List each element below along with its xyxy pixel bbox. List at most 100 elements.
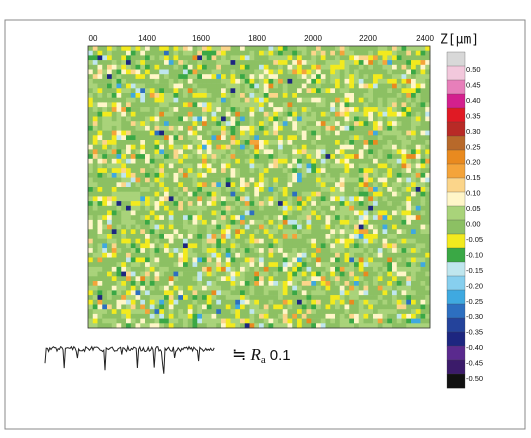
surface-cell bbox=[282, 46, 288, 51]
surface-cell bbox=[344, 149, 350, 155]
surface-cell bbox=[344, 196, 350, 202]
surface-cell bbox=[368, 276, 374, 282]
surface-cell bbox=[126, 295, 132, 301]
surface-cell bbox=[330, 172, 336, 178]
surface-cell bbox=[415, 276, 421, 282]
surface-cell bbox=[268, 219, 274, 225]
surface-cell bbox=[373, 299, 379, 305]
surface-cell bbox=[339, 144, 345, 150]
surface-cell bbox=[401, 177, 407, 183]
surface-cell bbox=[259, 295, 265, 301]
surface-cell bbox=[349, 83, 355, 89]
surface-cell bbox=[240, 177, 246, 183]
surface-cell bbox=[415, 55, 421, 61]
surface-cell bbox=[211, 121, 217, 127]
surface-cell bbox=[130, 88, 136, 94]
surface-cell bbox=[425, 205, 431, 211]
surface-cell bbox=[406, 196, 412, 202]
surface-cell bbox=[306, 276, 312, 282]
surface-cell bbox=[387, 172, 393, 178]
surface-cell bbox=[330, 50, 336, 56]
surface-cell bbox=[206, 125, 212, 131]
surface-cell bbox=[244, 318, 250, 324]
surface-cell bbox=[202, 102, 208, 108]
surface-cell bbox=[244, 196, 250, 202]
surface-cell bbox=[363, 201, 369, 207]
surface-cell bbox=[373, 229, 379, 235]
surface-cell bbox=[159, 88, 165, 94]
surface-cell bbox=[173, 88, 179, 94]
surface-cell bbox=[406, 252, 412, 258]
surface-cell bbox=[240, 168, 246, 174]
surface-cell bbox=[320, 219, 326, 225]
surface-cell bbox=[373, 215, 379, 221]
surface-cell bbox=[292, 238, 298, 244]
surface-cell bbox=[211, 149, 217, 155]
surface-cell bbox=[159, 187, 165, 192]
surface-cell bbox=[287, 64, 293, 70]
surface-cell bbox=[273, 281, 279, 286]
surface-cell bbox=[111, 219, 117, 225]
surface-cell bbox=[211, 55, 217, 61]
surface-cell bbox=[225, 130, 231, 136]
surface-cell bbox=[335, 177, 341, 183]
surface-cell bbox=[154, 140, 160, 145]
surface-cell bbox=[135, 285, 141, 291]
surface-cell bbox=[202, 50, 208, 56]
surface-cell bbox=[88, 313, 94, 319]
surface-cell bbox=[368, 93, 374, 98]
surface-cell bbox=[330, 290, 336, 296]
surface-cell bbox=[240, 201, 246, 207]
surface-cell bbox=[92, 271, 98, 277]
surface-cell bbox=[425, 78, 431, 84]
surface-cell bbox=[282, 125, 288, 131]
surface-cell bbox=[211, 281, 217, 286]
surface-cell bbox=[178, 257, 184, 263]
surface-cell bbox=[354, 46, 360, 51]
surface-cell bbox=[187, 290, 193, 296]
surface-cell bbox=[111, 271, 117, 277]
surface-cell bbox=[111, 196, 117, 202]
surface-cell bbox=[183, 238, 189, 244]
surface-cell bbox=[273, 144, 279, 150]
surface-cell bbox=[282, 83, 288, 89]
surface-cell bbox=[278, 158, 284, 164]
surface-cell bbox=[183, 121, 189, 127]
surface-cell bbox=[301, 60, 307, 66]
surface-cell bbox=[411, 102, 417, 108]
surface-cell bbox=[335, 74, 341, 80]
surface-cell bbox=[411, 238, 417, 244]
surface-cell bbox=[354, 257, 360, 263]
surface-cell bbox=[311, 74, 317, 80]
surface-cell bbox=[358, 64, 364, 70]
surface-cell bbox=[259, 64, 265, 70]
surface-cell bbox=[145, 187, 151, 192]
surface-cell bbox=[396, 238, 402, 244]
surface-cell bbox=[102, 234, 108, 239]
surface-cell bbox=[420, 243, 426, 249]
surface-cell bbox=[221, 309, 227, 315]
surface-cell bbox=[225, 116, 231, 122]
surface-cell bbox=[363, 285, 369, 291]
surface-cell bbox=[382, 149, 388, 155]
surface-cell bbox=[406, 107, 412, 113]
surface-cell bbox=[320, 271, 326, 277]
surface-cell bbox=[354, 102, 360, 108]
surface-cell bbox=[320, 140, 326, 145]
surface-cell bbox=[92, 55, 98, 61]
surface-cell bbox=[349, 64, 355, 70]
surface-cell bbox=[396, 191, 402, 197]
surface-cell bbox=[244, 125, 250, 131]
colorbar-label: -0.40 bbox=[466, 343, 483, 352]
surface-cell bbox=[225, 111, 231, 117]
surface-cell bbox=[221, 93, 227, 98]
surface-cell bbox=[235, 201, 241, 207]
surface-cell bbox=[254, 224, 260, 230]
surface-cell bbox=[373, 64, 379, 70]
surface-cell bbox=[339, 88, 345, 94]
surface-cell bbox=[121, 177, 127, 183]
surface-cell bbox=[420, 257, 426, 263]
surface-cell bbox=[268, 50, 274, 56]
surface-cell bbox=[325, 313, 331, 319]
surface-cell bbox=[354, 154, 360, 160]
